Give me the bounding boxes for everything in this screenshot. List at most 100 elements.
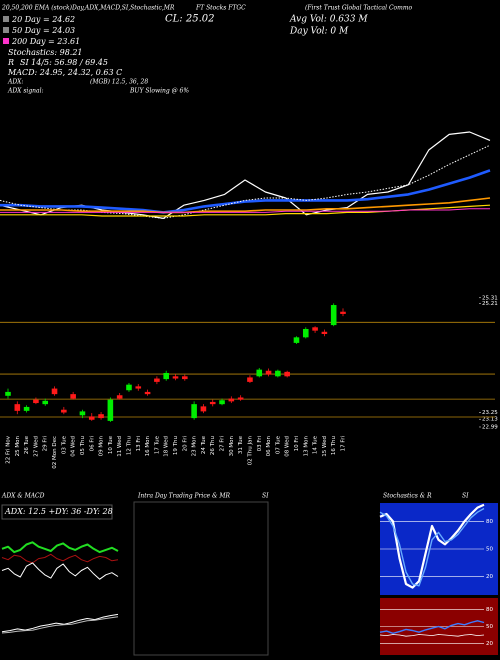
x-tick-label: 10 Tue (108, 435, 114, 454)
x-tick-label: 26 Tue (24, 435, 30, 454)
x-tick-label: 19 Thu (173, 436, 179, 455)
x-tick-label: 17 Tue (154, 435, 160, 454)
chart-panel: 20 50 80 (379, 598, 498, 655)
candle-body (209, 401, 216, 405)
y-tick-label: 23.13 (482, 417, 498, 423)
series-line (379, 503, 485, 589)
x-tick-label: 13 Fri (136, 436, 142, 452)
candle-body (219, 400, 225, 405)
x-tick-label: 05 Thu (80, 436, 86, 455)
x-tick-label: 16 Thu (331, 436, 337, 455)
x-tick-label: 04 Wed (71, 436, 77, 457)
candle-body (154, 378, 160, 382)
avg-vol: Avg Vol: 0.633 M (289, 15, 368, 25)
candle-body (182, 376, 188, 380)
x-tick-label: 12 Thu (126, 436, 132, 455)
series-line (379, 507, 485, 587)
series-line (0, 197, 491, 214)
candle-body (23, 406, 30, 411)
x-tick-label: 14 Tue (313, 435, 319, 454)
x-tick-label: 29 Fri (43, 436, 49, 452)
series-line (379, 634, 485, 637)
y-tick-label: 80 (486, 607, 493, 613)
series-line (1, 553, 119, 564)
x-tick-label: 27 Wed (33, 436, 39, 457)
candle-body (116, 395, 123, 399)
chart-panel: 20 50 80 (379, 503, 498, 595)
y-tick-label: 23.25 (482, 410, 498, 416)
x-tick-label: 08 Wed (285, 436, 291, 457)
ema20: 20 Day = 24.62 (11, 15, 75, 24)
close: CL: 25.02 (165, 14, 214, 25)
series-line (1, 613, 119, 633)
panel-title: Stochastics & R (383, 493, 432, 500)
header: 20,50,200 EMA (stock)Day,ADX,MACD,SI,Sto… (1, 5, 413, 95)
candle-body (79, 411, 86, 416)
swatch (3, 38, 9, 44)
x-tick-label: 11 Wed (117, 436, 123, 457)
x-tick-label: 24 Tue (201, 435, 207, 454)
candle-body (88, 416, 95, 420)
adx-box-text: ADX: 12.5 +DY: 36 -DY: 28 (4, 507, 113, 516)
series-line (1, 616, 119, 634)
candle-body (98, 414, 104, 419)
candle-body (5, 391, 11, 396)
adx-signal-label: ADX signal: (7, 88, 44, 95)
y-tick-label: 20 (486, 641, 493, 647)
bottom-panels: ADX & MACD Intra Day Trading Price & MR … (1, 493, 469, 656)
y-tick-label: 50 (486, 624, 493, 630)
candle-body (275, 370, 281, 377)
series-line (379, 620, 485, 634)
x-tick-label: 18 Wed (164, 436, 170, 457)
candle-body (293, 337, 300, 343)
x-tick-label: 06 Mon (266, 435, 272, 456)
x-tick-label: 16 Mon (145, 435, 151, 456)
candle-body (144, 391, 151, 395)
candle-body (237, 397, 244, 400)
candle-body (163, 372, 169, 380)
series-line (0, 169, 491, 214)
x-tick-label: 10 Fri (294, 436, 300, 452)
r-label: R (7, 58, 14, 67)
y-tick-label: 50 (486, 547, 493, 553)
x-tick-label: 13 Mon (303, 435, 309, 456)
chart-panel (0, 131, 491, 219)
x-tick-label: 02 Mon Dec (52, 436, 58, 469)
company-name: (First Trust Global Tactical Commo (305, 5, 413, 12)
panel-title: SI (462, 493, 469, 500)
swatch (3, 27, 9, 33)
x-tick-label: 07 Tue (275, 435, 281, 454)
y-tick-label: 80 (486, 519, 493, 525)
candle-body (42, 400, 49, 405)
day-vol: Day Vol: 0 M (289, 27, 349, 37)
adx-box (1, 504, 113, 520)
x-tick-label: 31 Tue (238, 435, 244, 454)
adx-signal: BUY Slowing @ 6% (129, 88, 189, 95)
candle-body (14, 404, 21, 411)
candle-body (330, 305, 337, 326)
x-tick-label: 02 Thu Jan (247, 435, 253, 465)
panel-title: Intra Day Trading Price & MR (137, 493, 231, 500)
candle-body (312, 327, 318, 331)
candle-body (126, 384, 132, 391)
chart-panel (1, 541, 119, 580)
candle-body (321, 331, 328, 334)
candle-body (70, 394, 76, 399)
adx-values: (MGB) 12.5, 36, 28 (90, 79, 148, 86)
x-tick-label: 15 Wed (322, 436, 328, 457)
series-line (1, 541, 119, 554)
ema200: 200 Day = 23.61 (11, 37, 80, 46)
x-tick-label: 20 Fri (182, 436, 188, 452)
series-line (0, 208, 490, 213)
x-tick-label: 30 Mon (229, 435, 235, 456)
x-tick-label: 23 Mon (192, 435, 198, 456)
candle-body (61, 409, 67, 413)
x-tick-label: 25 Mon (15, 435, 21, 456)
y-tick-label: 25.31 (482, 295, 498, 301)
panel-title: SI (262, 493, 269, 500)
x-tick-label: 03 Fri (257, 436, 263, 452)
stochastics: Stochastics: 98.21 (8, 48, 83, 57)
x-tick-label: 22 Fri Nov (6, 435, 12, 464)
